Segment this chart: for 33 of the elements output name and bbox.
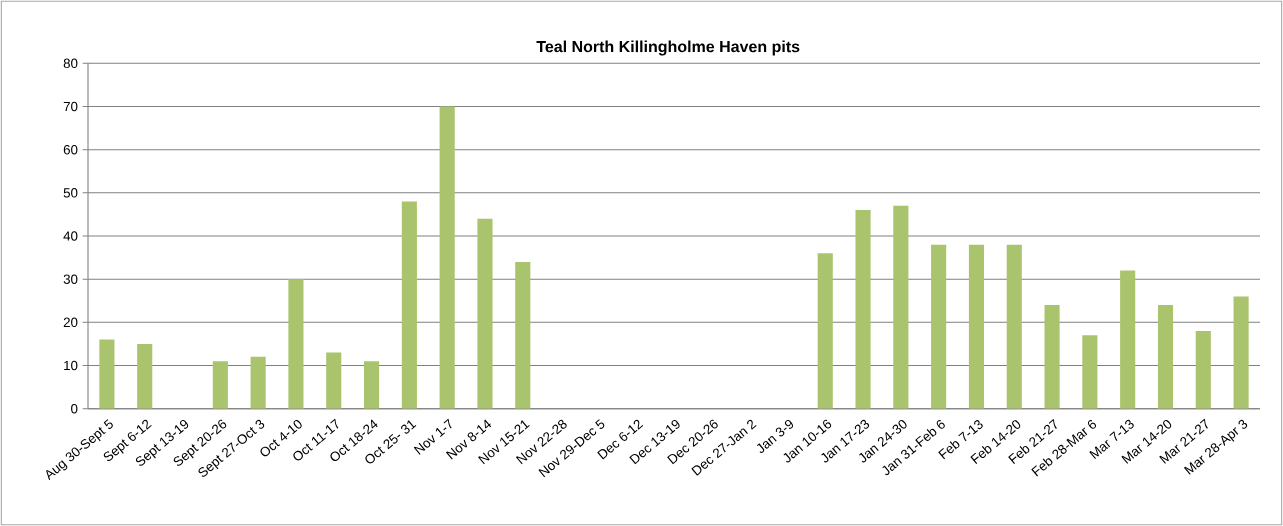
bar [1157,305,1174,409]
bar [1233,296,1249,409]
y-tick-label: 0 [71,403,78,414]
bar [893,205,909,409]
bar [288,279,304,409]
y-tick-label: 40 [63,231,78,241]
y-tick-label: 50 [63,188,78,198]
y-tick-label: 10 [64,360,78,371]
bar [439,106,455,409]
bar [855,210,871,409]
bar [515,261,531,409]
bar [1082,335,1098,409]
y-tick-label: 20 [63,317,78,328]
bar [1120,270,1136,409]
y-tick-label: 70 [63,101,78,112]
bar [401,201,417,409]
bar [477,218,493,409]
bar [817,253,833,409]
bar [931,244,947,409]
bar [212,361,228,409]
bar [1195,330,1211,409]
y-tick-label: 80 [63,58,78,69]
y-tick-label: 30 [63,274,78,284]
bar [1006,244,1022,409]
bar [326,352,342,409]
chart-title: Teal North Killingholme Haven pits [536,40,800,56]
bar [1044,305,1060,409]
bar [99,339,115,409]
bar [137,343,153,409]
bar [250,356,266,409]
bar [363,361,380,409]
bar [968,244,985,409]
y-tick-label: 60 [63,144,78,155]
